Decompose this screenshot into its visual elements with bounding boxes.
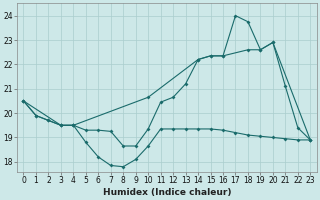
X-axis label: Humidex (Indice chaleur): Humidex (Indice chaleur) bbox=[103, 188, 231, 197]
